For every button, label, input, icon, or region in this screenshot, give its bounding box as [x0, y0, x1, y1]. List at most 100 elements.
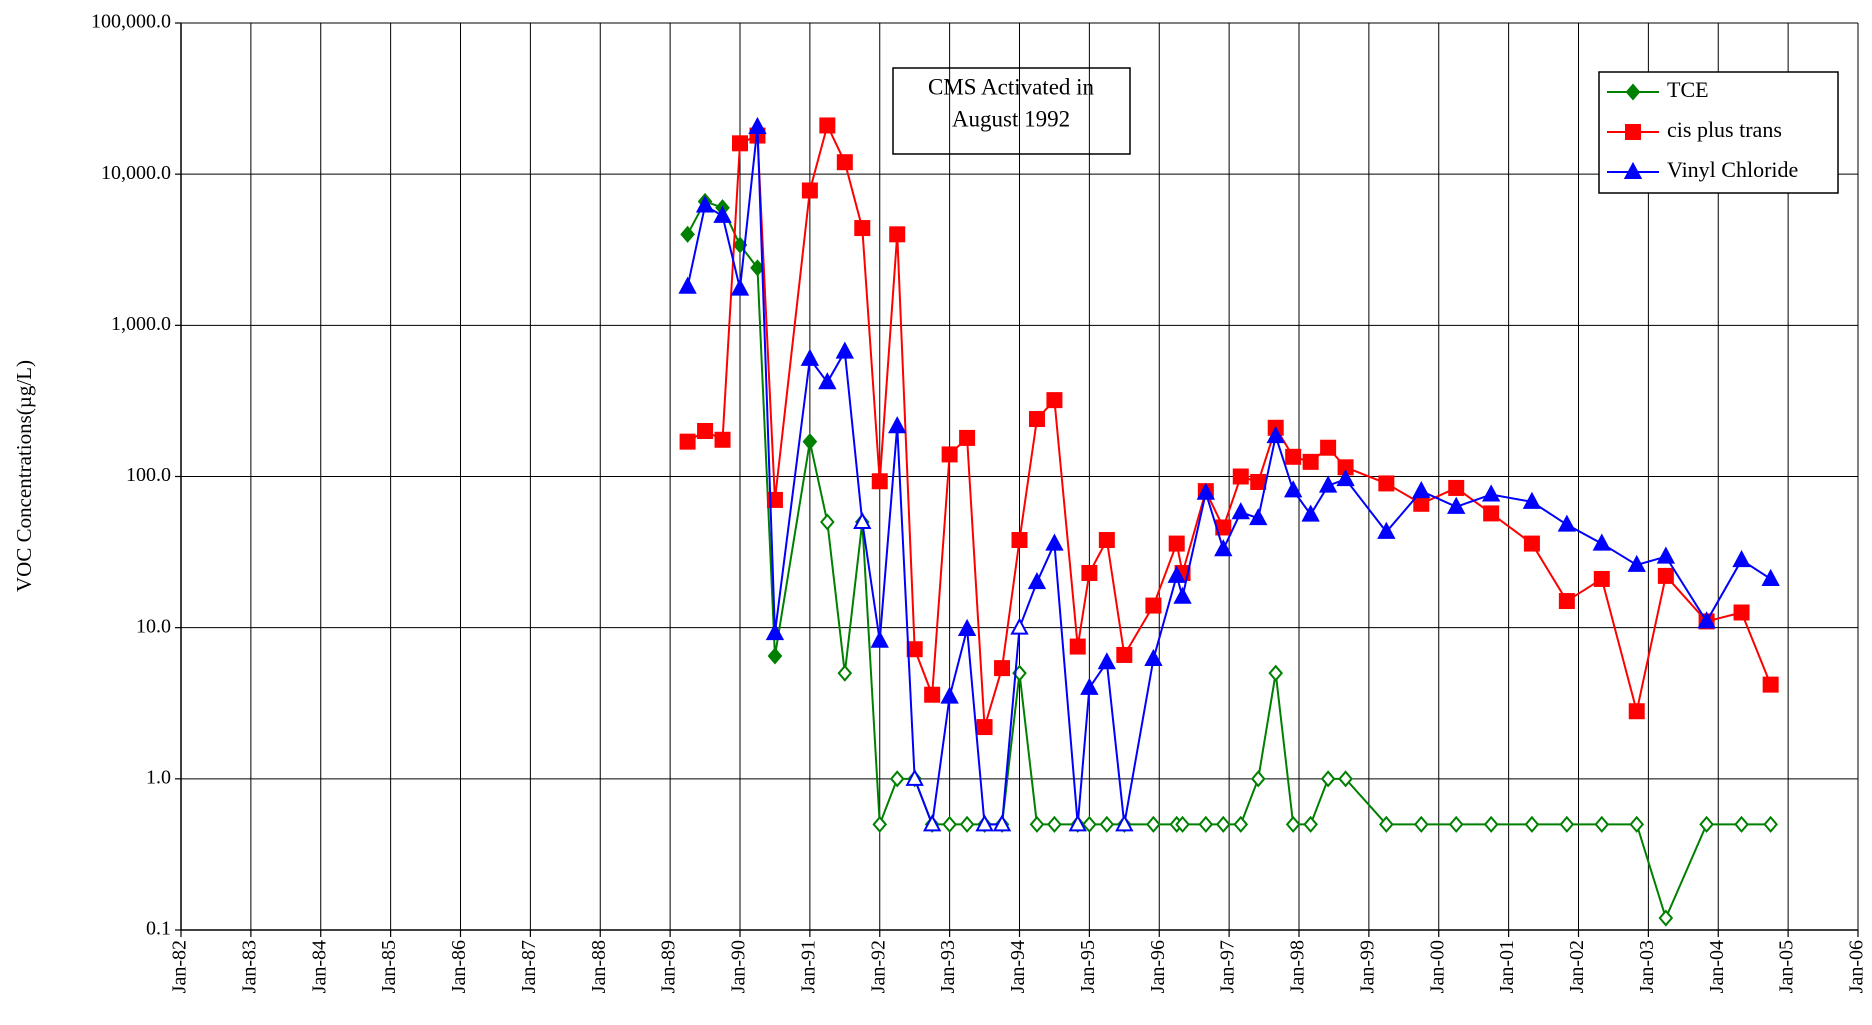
- marker: [1045, 533, 1064, 551]
- marker: [1302, 453, 1319, 470]
- marker: [1448, 479, 1465, 496]
- marker: [748, 116, 767, 135]
- marker: [1413, 495, 1430, 512]
- x-tick-label: Jan-97: [1217, 940, 1239, 993]
- x-tick-label: Jan-05: [1776, 940, 1798, 993]
- x-tick-label: Jan-88: [588, 940, 610, 993]
- marker: [1733, 604, 1750, 621]
- marker: [1448, 815, 1464, 833]
- series: [678, 116, 1780, 832]
- x-tick-label: Jan-90: [728, 940, 750, 993]
- marker: [1625, 124, 1641, 140]
- marker: [853, 511, 872, 530]
- marker: [1214, 539, 1233, 557]
- marker: [1377, 521, 1396, 539]
- marker: [835, 341, 854, 359]
- marker: [1338, 770, 1353, 788]
- marker: [1011, 532, 1028, 549]
- x-tick-label: Jan-98: [1287, 940, 1309, 993]
- marker: [1173, 586, 1192, 604]
- marker: [1010, 617, 1029, 635]
- marker: [1097, 652, 1117, 670]
- marker: [1524, 815, 1540, 833]
- marker: [994, 660, 1011, 677]
- marker: [1378, 475, 1395, 492]
- marker: [1657, 567, 1674, 584]
- marker: [1761, 568, 1780, 586]
- marker: [1068, 814, 1087, 832]
- x-tick-label: Jan-86: [448, 940, 470, 993]
- marker: [1146, 815, 1161, 833]
- marker: [1559, 815, 1575, 833]
- marker: [1628, 703, 1645, 720]
- annotation: CMS Activated in: [928, 74, 1095, 99]
- marker: [1481, 484, 1501, 502]
- marker: [836, 154, 853, 171]
- marker: [870, 630, 889, 648]
- marker: [1558, 593, 1575, 610]
- marker: [854, 220, 871, 237]
- marker: [800, 348, 820, 366]
- legend-label: Vinyl Chloride: [1667, 157, 1798, 182]
- x-tick-label: Jan-96: [1147, 940, 1169, 993]
- x-tick-label: Jan-85: [378, 940, 400, 993]
- marker: [924, 686, 941, 703]
- marker: [1763, 815, 1778, 833]
- marker: [1249, 508, 1268, 526]
- marker: [1232, 468, 1249, 485]
- marker: [1250, 473, 1267, 490]
- marker: [1320, 439, 1337, 456]
- marker: [888, 416, 907, 434]
- marker: [992, 814, 1012, 832]
- marker: [1447, 496, 1466, 514]
- marker: [942, 815, 957, 833]
- x-tick-label: Jan-04: [1706, 940, 1728, 993]
- y-tick-label: 10.0: [136, 615, 171, 637]
- marker: [976, 719, 993, 736]
- marker: [1523, 535, 1540, 552]
- marker: [1627, 554, 1646, 572]
- marker: [957, 618, 977, 636]
- marker: [1303, 815, 1318, 833]
- marker: [959, 429, 976, 446]
- legend-label: cis plus trans: [1667, 117, 1782, 142]
- marker: [1412, 481, 1431, 499]
- marker: [940, 686, 959, 704]
- marker: [1656, 546, 1676, 564]
- marker: [1080, 677, 1099, 695]
- y-tick-label: 1.0: [146, 766, 171, 788]
- x-tick-label: Jan-92: [867, 940, 889, 993]
- marker: [680, 225, 695, 243]
- marker: [1483, 815, 1499, 833]
- legend-label: TCE: [1667, 77, 1709, 102]
- marker: [697, 422, 714, 439]
- x-tick-label: Jan-93: [937, 940, 959, 993]
- marker: [1483, 505, 1500, 522]
- marker: [1285, 448, 1302, 465]
- marker: [802, 433, 818, 451]
- marker: [1116, 646, 1133, 663]
- marker: [1099, 815, 1115, 833]
- annotation: August 1992: [952, 106, 1070, 131]
- marker: [1266, 425, 1285, 444]
- x-tick-label: Jan-94: [1007, 940, 1029, 993]
- marker: [1231, 502, 1250, 520]
- annotation-box: [892, 67, 1131, 155]
- y-tick-label: 10,000.0: [101, 162, 171, 184]
- y-tick-label: 1,000.0: [111, 313, 171, 335]
- marker: [1623, 161, 1643, 179]
- marker: [1629, 815, 1645, 833]
- marker: [1625, 83, 1641, 101]
- marker: [801, 182, 818, 199]
- series: [679, 117, 1779, 736]
- marker: [1522, 491, 1542, 509]
- x-tick-label: Jan-84: [308, 940, 330, 993]
- marker: [1047, 815, 1062, 833]
- marker: [1029, 815, 1045, 833]
- marker: [1233, 815, 1249, 833]
- marker: [1046, 392, 1063, 409]
- marker: [1734, 815, 1749, 833]
- marker: [730, 278, 750, 296]
- x-tick-label: Jan-99: [1356, 940, 1378, 993]
